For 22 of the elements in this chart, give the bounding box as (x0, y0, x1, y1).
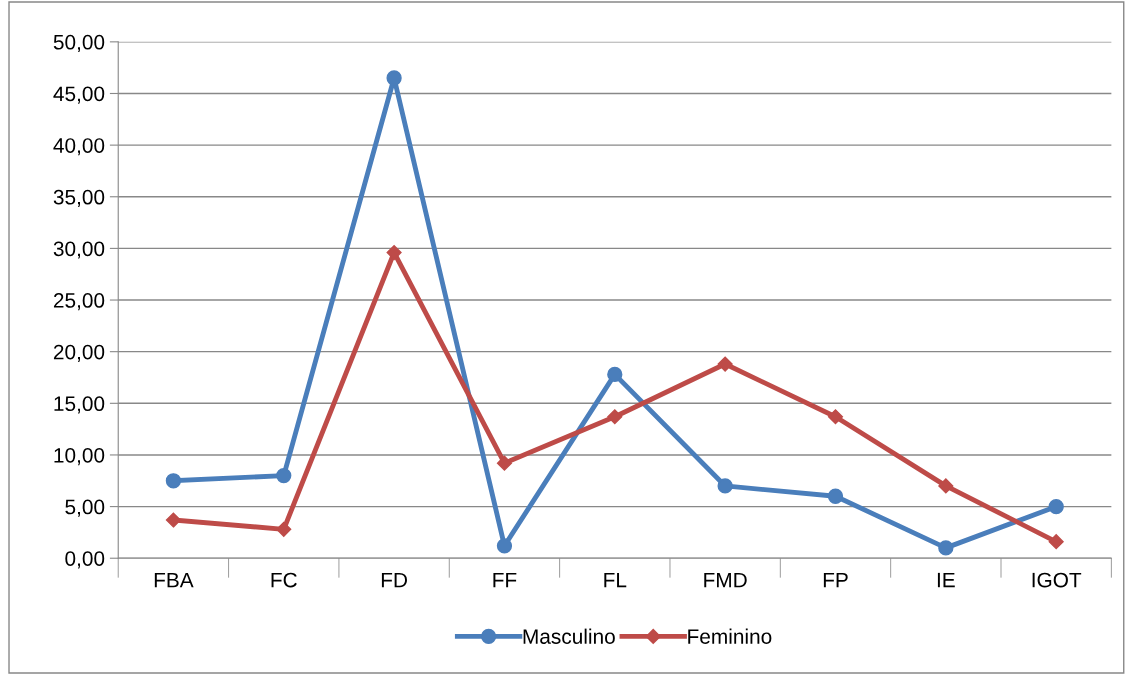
x-tick-label: IE (937, 572, 955, 588)
y-tick-label: 5,00 (65, 499, 105, 517)
x-tick-label: IGOT (1032, 572, 1082, 588)
x-tick-label: FD (381, 572, 407, 588)
y-tick-label: 10,00 (54, 447, 105, 466)
y-tick-label: 15,00 (54, 396, 105, 414)
x-tick-label: FL (604, 572, 627, 588)
x-tick-label: FP (823, 572, 848, 588)
y-tick-label: 25,00 (53, 293, 105, 311)
y-tick-label: 20,00 (53, 344, 105, 362)
y-tick-label: 0,00 (65, 551, 105, 569)
x-tick-label: FC (271, 572, 297, 588)
y-tick-label: 45,00 (53, 86, 105, 104)
x-tick-label: FF (493, 572, 517, 588)
y-tick-label: 50,00 (53, 34, 105, 53)
y-tick-label: 40,00 (53, 138, 105, 156)
x-tick-label: FMD (704, 572, 747, 588)
legend-label: Masculino (523, 628, 615, 644)
x-tick-label: FBA (154, 572, 194, 588)
y-tick-label: 35,00 (53, 189, 105, 207)
y-tick-label: 30,00 (53, 241, 105, 259)
legend-label: Feminino (688, 628, 772, 644)
